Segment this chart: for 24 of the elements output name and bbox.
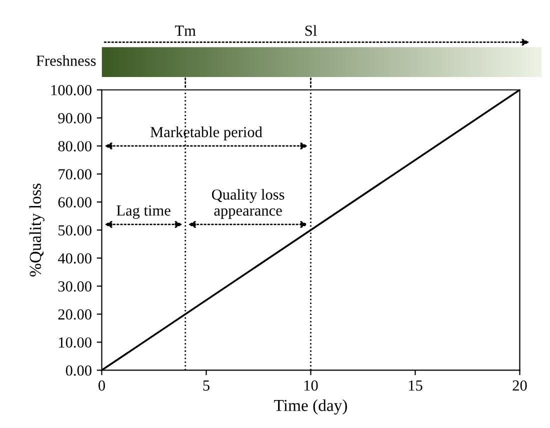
- x-tick-label: 15: [408, 380, 422, 391]
- x-tick-label: 0: [98, 380, 105, 391]
- y-tick-label: 100.00: [51, 85, 92, 96]
- y-tick-label: 20.00: [58, 309, 92, 320]
- y-tick-label: 40.00: [58, 253, 92, 264]
- x-tick-label: 20: [512, 380, 527, 391]
- y-tick-label: 10.00: [58, 337, 92, 348]
- x-tick-label: 5: [203, 380, 210, 391]
- y-axis-title: %Quality loss: [29, 184, 44, 276]
- y-tick-label: 70.00: [58, 169, 92, 180]
- y-tick-label: 30.00: [58, 281, 92, 292]
- annotation: Quality loss appearance: [212, 188, 284, 219]
- ref-line-label: Sl: [305, 25, 317, 36]
- text: Freshness: [36, 55, 96, 66]
- y-tick-label: 0.00: [66, 365, 92, 376]
- annotation: Marketable period: [150, 126, 262, 140]
- annotation: Lag time: [116, 205, 170, 219]
- x-axis-title: Time (day): [274, 399, 347, 415]
- y-tick-label: 80.00: [58, 141, 92, 152]
- y-tick-label: 50.00: [58, 225, 92, 236]
- x-tick-label: 10: [304, 380, 318, 391]
- y-tick-label: 60.00: [58, 197, 92, 208]
- y-tick-label: 90.00: [58, 113, 92, 124]
- ref-line-label: Tm: [175, 26, 196, 36]
